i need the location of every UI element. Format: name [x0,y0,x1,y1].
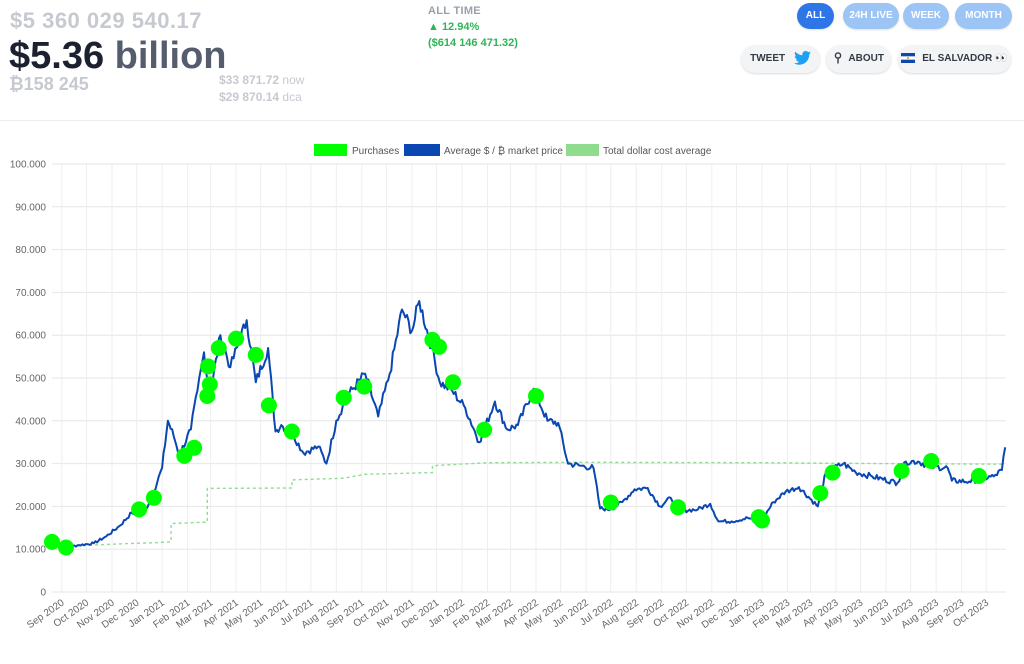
chart-legend: Purchases Average $ / ₿ market price Tot… [314,144,712,157]
price-now-value: $33 871.72 [219,73,280,87]
price-dca-label: dca [282,90,302,104]
range-month-button[interactable]: MONTH [955,3,1012,29]
country-label: EL SALVADOR 👀 [922,53,1008,64]
y-tick-label: 60.000 [15,331,46,342]
total-usd-value: $5 360 029 540.17 [10,8,203,33]
legend-label-price: Average $ / ₿ market price [444,145,563,157]
price-dca-value: $29 870.14 [219,90,280,104]
y-tick-label: 100.000 [10,160,47,171]
purchase-point[interactable] [228,330,245,347]
purchase-point[interactable] [145,489,162,506]
tweet-label: TWEET [750,53,786,64]
purchase-point[interactable] [131,501,148,518]
purchase-point[interactable] [186,439,203,456]
y-tick-label: 50.000 [15,374,46,385]
purchase-point[interactable] [283,423,300,440]
price-now: $33 871.72 now [219,73,304,87]
y-tick-label: 20.000 [15,502,46,513]
purchase-point[interactable] [210,340,227,356]
dca-line [65,461,1006,547]
range-24h-live-button[interactable]: 24H LIVE [843,3,899,29]
legend-swatch-purchases [314,144,347,156]
y-tick-label: 70.000 [15,288,46,299]
legend-label-dca: Total dollar cost average [603,146,712,157]
all-time-percent: ▲ 12.94% [428,21,480,33]
purchase-point[interactable] [44,533,60,550]
purchase-point[interactable] [260,397,277,414]
purchase-point[interactable] [812,485,829,502]
range-all-button[interactable]: ALL [797,3,834,29]
legend-swatch-price [404,144,440,156]
headline-amount: $5.36 [9,35,105,77]
y-tick-label: 30.000 [15,459,46,470]
purchase-point[interactable] [670,499,687,516]
purchase-point[interactable] [754,512,770,529]
range-week-button[interactable]: WEEK [903,3,949,29]
price-now-label: now [282,73,305,87]
purchase-point[interactable] [201,376,218,393]
price-series [51,300,1007,549]
purchase-point[interactable] [445,374,461,391]
country-button[interactable]: EL SALVADOR 👀 [898,45,1011,73]
purchase-point[interactable] [970,468,987,484]
y-tick-label: 40.000 [15,416,46,427]
btc-holdings: ₿158 245 [9,74,89,94]
purchase-points [44,330,987,556]
y-tick-label: 80.000 [15,245,46,256]
twitter-icon [793,51,811,66]
purchase-point[interactable] [476,421,493,438]
purchase-point[interactable] [528,388,544,404]
tweet-button[interactable]: TWEET [741,45,820,73]
purchase-point[interactable] [58,539,74,556]
purchase-point[interactable] [431,338,447,355]
info-icon [834,52,842,64]
purchase-point[interactable] [335,389,352,406]
purchase-point[interactable] [893,462,910,479]
dca-series [65,461,1006,547]
about-label: ABOUT [848,53,884,64]
purchase-point[interactable] [923,453,940,469]
headline-value: $5.36 billion [9,33,227,79]
about-button[interactable]: ABOUT [826,45,891,73]
purchase-point[interactable] [247,346,264,363]
y-tick-label: 90.000 [15,202,46,213]
all-time-usd: ($614 146 471.32) [428,37,518,49]
purchase-point[interactable] [824,464,841,481]
chart-grid [52,163,1006,593]
all-time-label: ALL TIME [428,5,481,17]
purchase-point[interactable] [602,494,619,511]
price-chart: Purchases Average $ / ₿ market price Tot… [10,144,1007,632]
y-tick-label: 0 [40,588,46,599]
legend-label-purchases: Purchases [352,146,399,157]
y-tick-label: 10.000 [15,545,46,556]
price-line [51,300,1007,549]
price-dca: $29 870.14 dca [219,90,302,104]
el-salvador-flag-icon [901,53,916,64]
legend-swatch-dca [566,144,599,156]
purchase-point[interactable] [200,358,217,375]
header-divider [0,120,1024,121]
purchase-point[interactable] [356,378,373,395]
headline-unit: billion [114,35,227,77]
y-axis: 0 10.000 20.000 30.000 40.000 50.000 60.000 70.… [10,160,47,599]
